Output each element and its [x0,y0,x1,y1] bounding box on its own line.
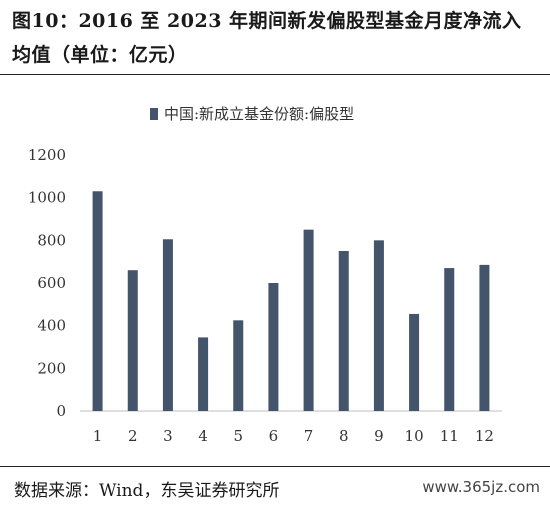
x-tick-label: 9 [374,427,384,445]
bottom-rule [0,466,550,467]
watermark: www.365jz.com [422,478,540,496]
x-axis: 1 2 3 4 5 6 7 8 9 10 11 12 [80,410,502,445]
x-tick-label: 6 [269,427,279,445]
top-rule [0,74,550,75]
y-tick-label: 200 [37,359,66,377]
bar [198,337,209,411]
legend: 中国:新成立基金份额:偏股型 [150,105,354,123]
y-tick-label: 1200 [28,146,66,164]
figure-title: 图10：2016 至 2023 年期间新发偏股型基金月度净流入均值（单位：亿元） [12,10,522,66]
x-tick-label: 10 [405,427,424,445]
x-tick-label: 5 [233,427,243,445]
x-tick-label: 3 [163,427,173,445]
bar [268,283,279,411]
y-tick-label: 400 [37,317,66,335]
x-tick-label: 7 [304,427,314,445]
bars [92,191,490,411]
bar [233,320,244,411]
legend-swatch [150,108,158,120]
legend-label: 中国:新成立基金份额:偏股型 [164,105,354,123]
x-tick-label: 4 [198,427,208,445]
bar [303,229,314,411]
bar [373,240,384,411]
y-tick-label: 0 [56,402,66,420]
bar [338,251,349,411]
x-tick-label: 8 [339,427,349,445]
x-tick-label: 1 [93,427,103,445]
y-axis: 0 200 400 600 800 1000 1200 [28,146,66,420]
y-tick-label: 600 [37,274,66,292]
source-note: 数据来源：Wind，东吴证券研究所 [14,481,280,501]
x-tick-label: 2 [128,427,138,445]
bar [479,264,490,411]
bar [444,268,455,411]
bar [92,191,103,411]
bar [127,270,138,411]
y-tick-label: 800 [37,231,66,249]
x-tick-label: 11 [440,427,459,445]
bar [409,313,420,411]
x-tick-label: 12 [475,427,494,445]
bar [162,239,173,411]
y-tick-label: 1000 [28,189,66,207]
